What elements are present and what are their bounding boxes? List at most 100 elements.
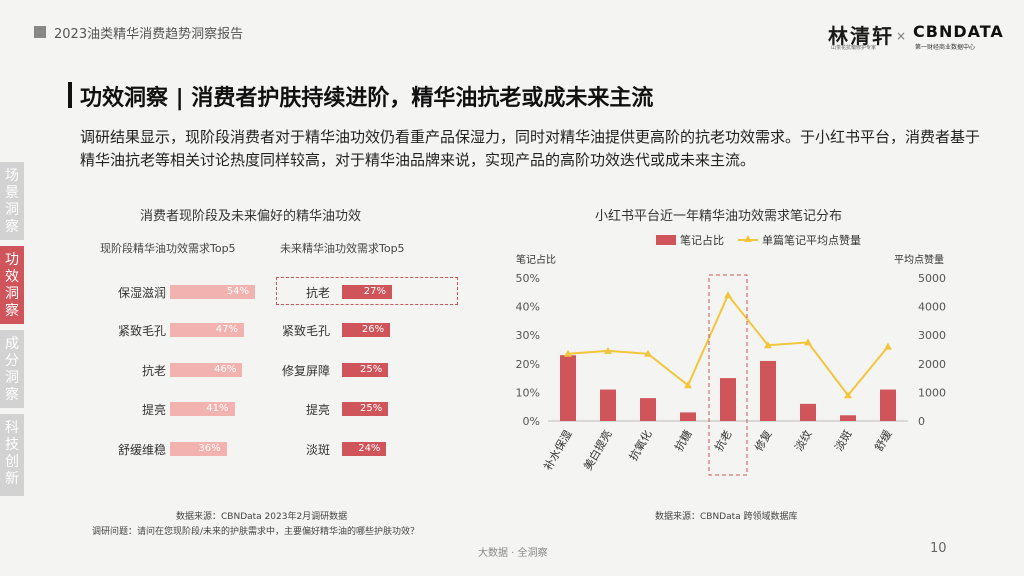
footer-slogan: 大数据 · 全洞察 [478,548,548,559]
y2-tick-label: 5000 [918,272,946,285]
line-point [724,291,732,299]
bar: 24% [342,442,387,456]
line-point [804,338,812,346]
header-square-icon [34,26,46,38]
legend-triangle-icon [744,235,752,242]
x-tick-label: 抗老 [711,428,734,454]
bar-value-label: 47% [215,324,238,335]
y2-tick-label: 3000 [918,329,946,342]
bar [680,412,696,421]
page-number: 10 [930,541,947,556]
bar: 36% [170,442,227,456]
left-source: 数据来源：CBNData 2023年2月调研数据 [176,512,348,522]
bar [800,403,816,421]
times-icon: × [896,29,907,43]
bar-category-label: 淡斑 [305,443,330,457]
y-tick-label: 10% [516,386,540,399]
bar [880,389,896,421]
line-point [764,341,772,349]
bar: 41% [170,402,235,416]
bar [760,360,776,421]
y2-axis-title: 平均点赞量 [894,253,944,266]
y2-tick-label: 2000 [918,358,946,371]
bar: 47% [170,323,244,337]
bar-value-label: 25% [360,364,383,375]
bar-category-label: 紧致毛孔 [117,324,166,338]
x-tick-label: 修复 [751,428,774,454]
bar: 25% [342,363,389,377]
line-point [884,342,892,350]
sidebar-item-scene[interactable]: 场景洞察 [0,162,24,240]
bar-category-label: 抗老 [141,364,166,378]
bar-category-label: 紧致毛孔 [281,324,330,338]
bar-value-label: 41% [206,403,229,414]
x-tick-label: 淡斑 [832,428,854,454]
bar: 26% [342,323,391,337]
line-point [684,381,692,389]
bar-value-label: 27% [363,286,386,297]
y-tick-label: 20% [516,358,540,371]
bar [720,378,736,421]
bar [600,389,616,421]
x-tick-label: 美白提亮 [580,428,614,473]
bar-value-label: 54% [226,286,249,297]
line-point [604,346,612,354]
line-point [644,349,652,357]
sidebar-item-tech[interactable]: 科技创新 [0,414,24,496]
highlight-box-anti-aging [276,277,458,305]
bar-category-label: 抗老 [305,286,330,300]
bar: 25% [342,402,389,416]
brand-logo-cbndata: CBNDATA [913,22,1004,41]
x-tick-label: 淡纹 [791,428,814,454]
bar-value-label: 24% [358,443,381,454]
intro-text: 调研结果显示，现阶段消费者对于精华油功效仍看重产品保湿力，同时对精华油提供更高阶… [80,128,981,169]
report-title: 2023油类精华消费趋势洞察报告 [54,27,244,42]
line-point [564,349,572,357]
y-tick-label: 30% [516,329,540,342]
left-chart-title: 消费者现阶段及未来偏好的精华油功效 [140,209,362,224]
bar [640,398,656,421]
y-axis-title: 笔记占比 [516,253,556,266]
brand-logo-cbndata-sub: 第一财经商业数据中心 [915,44,976,51]
current-top5-title: 现阶段精华油功效需求Top5 [100,242,236,255]
legend-label: 笔记占比 [680,233,724,247]
bar-category-label: 提亮 [305,403,330,417]
y2-tick-label: 4000 [918,301,946,314]
x-tick-label: 抗糖 [671,428,694,454]
bar: 54% [170,285,255,299]
x-tick-label: 舒缓 [871,428,894,454]
x-tick-label: 抗氧化 [626,428,655,464]
legend-label: 单篇笔记平均点赞量 [762,233,861,247]
y2-tick-label: 1000 [918,386,946,399]
sidebar-item-ingredient[interactable]: 成分洞察 [0,330,24,408]
sidebar-item-efficacy[interactable]: 功效洞察 [0,246,24,324]
right-source: 数据来源：CBNData 跨领域数据库 [655,512,798,522]
y-tick-label: 0% [523,415,540,428]
legend-swatch-bar [656,235,676,245]
y-tick-label: 40% [516,301,540,314]
heading-bar [68,82,72,108]
bar-value-label: 36% [198,443,221,454]
x-tick-label: 补水保湿 [540,428,574,473]
bar-category-label: 保湿滋润 [117,286,166,300]
bar-value-label: 25% [360,403,383,414]
brand-logo-sub: 山茶花抗皱修护专家 [831,45,877,51]
brand-logo-linqingxuan: 林清轩 [828,24,894,48]
bar [840,415,856,421]
y-tick-label: 50% [516,272,540,285]
page-heading: 功效洞察 | 消费者护肤持续进阶，精华油抗老或成未来主流 [80,86,654,111]
left-question: 调研问题：请问在您现阶段/未来的护肤需求中，主要偏好精华油的哪些护肤功效？ [92,527,420,537]
bar: 27% [342,285,392,299]
future-top5-title: 未来精华油功效需求Top5 [280,242,405,255]
bar-category-label: 舒缓维稳 [117,443,166,457]
line-point [844,391,852,399]
bar: 46% [170,363,243,377]
y2-tick-label: 0 [918,415,925,428]
bar-category-label: 提亮 [141,403,166,417]
bar [560,355,576,421]
right-chart-title: 小红书平台近一年精华油功效需求笔记分布 [595,209,843,224]
bar-value-label: 46% [214,364,237,375]
bar-value-label: 26% [361,324,385,335]
bar-category-label: 修复屏障 [281,364,330,378]
